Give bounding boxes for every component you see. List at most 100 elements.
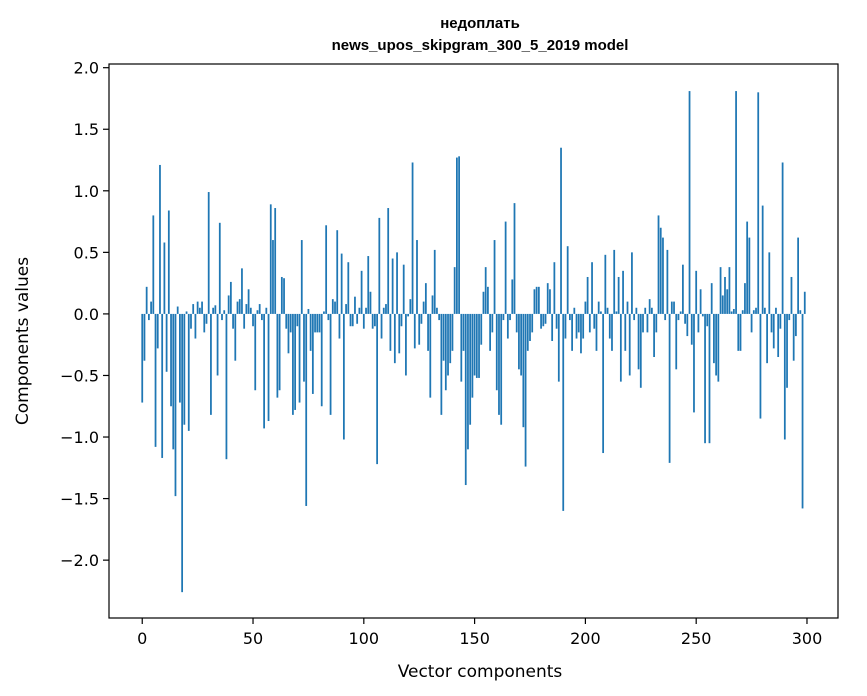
x-tick-label: 0 bbox=[137, 629, 147, 648]
bar bbox=[285, 313, 288, 329]
bar bbox=[221, 313, 223, 321]
bar bbox=[261, 313, 263, 321]
bar bbox=[256, 310, 259, 314]
bar bbox=[684, 313, 686, 324]
bar bbox=[318, 313, 321, 333]
bar bbox=[300, 240, 303, 314]
bar bbox=[504, 221, 507, 314]
bar bbox=[263, 313, 265, 429]
bar bbox=[797, 237, 799, 314]
x-tick-label: 100 bbox=[349, 629, 380, 648]
bar bbox=[398, 313, 401, 354]
bar bbox=[637, 313, 640, 370]
bar bbox=[591, 262, 593, 314]
bar bbox=[795, 313, 797, 337]
bars-group bbox=[141, 91, 806, 593]
bar bbox=[311, 313, 314, 394]
bar bbox=[287, 313, 290, 354]
bar bbox=[799, 310, 802, 314]
bar bbox=[393, 313, 396, 364]
bar bbox=[759, 313, 762, 419]
bar bbox=[316, 313, 319, 333]
bar bbox=[440, 313, 443, 415]
y-tick-label: 0.5 bbox=[74, 243, 99, 262]
bar bbox=[413, 313, 416, 349]
bar bbox=[562, 313, 565, 511]
bar bbox=[325, 225, 328, 314]
bar bbox=[449, 313, 452, 364]
bar bbox=[484, 267, 487, 314]
bar bbox=[573, 307, 576, 314]
bar bbox=[726, 289, 729, 314]
bar bbox=[380, 313, 383, 339]
x-axis-label: Vector components bbox=[398, 662, 563, 682]
bar bbox=[453, 267, 456, 314]
chart-subtitle: news_upos_skipgram_300_5_2019 model bbox=[332, 37, 629, 54]
bar bbox=[615, 311, 618, 314]
bar bbox=[369, 291, 372, 314]
bar bbox=[518, 313, 520, 370]
bar bbox=[777, 313, 780, 358]
bar bbox=[779, 313, 782, 329]
bar bbox=[389, 313, 392, 351]
bar bbox=[529, 313, 531, 341]
bar bbox=[482, 291, 485, 314]
bar bbox=[424, 283, 427, 314]
x-tick-label: 200 bbox=[570, 629, 601, 648]
bar bbox=[405, 313, 407, 376]
bar bbox=[252, 313, 254, 327]
bar bbox=[792, 313, 795, 361]
bar bbox=[746, 221, 749, 314]
bar bbox=[442, 313, 445, 361]
bar bbox=[462, 313, 465, 351]
bar bbox=[241, 268, 243, 314]
bar bbox=[732, 308, 735, 314]
y-tick-label: −2.0 bbox=[60, 551, 99, 570]
bar bbox=[400, 313, 403, 327]
y-tick-label: −1.5 bbox=[60, 490, 99, 509]
bar bbox=[349, 313, 352, 327]
bar bbox=[739, 313, 742, 351]
bar bbox=[331, 299, 334, 314]
bar bbox=[628, 313, 631, 376]
bar bbox=[172, 313, 175, 450]
y-tick-label: 1.0 bbox=[74, 182, 99, 201]
bar bbox=[307, 308, 310, 314]
bar bbox=[154, 313, 157, 447]
bar bbox=[595, 313, 598, 351]
bar bbox=[715, 313, 718, 376]
bar bbox=[411, 162, 414, 314]
x-tick-label: 250 bbox=[681, 629, 712, 648]
bar bbox=[161, 313, 164, 458]
bar bbox=[387, 208, 390, 314]
bar bbox=[491, 313, 494, 333]
bar bbox=[772, 313, 775, 349]
bar bbox=[165, 313, 168, 372]
bar bbox=[190, 313, 192, 329]
bar bbox=[571, 313, 573, 351]
bar bbox=[520, 313, 523, 376]
bar bbox=[564, 313, 567, 339]
bar bbox=[502, 313, 505, 321]
bar bbox=[721, 295, 724, 314]
bar bbox=[212, 307, 215, 314]
bar bbox=[478, 313, 480, 378]
bar bbox=[402, 264, 405, 314]
bar bbox=[303, 313, 305, 382]
bar bbox=[460, 313, 463, 382]
bar bbox=[719, 267, 722, 314]
bar bbox=[500, 313, 503, 425]
bar bbox=[544, 313, 547, 324]
bar bbox=[575, 313, 578, 339]
bar bbox=[283, 278, 285, 314]
bar bbox=[245, 304, 248, 314]
bar bbox=[604, 254, 607, 314]
bar bbox=[673, 301, 675, 314]
bar bbox=[314, 313, 316, 333]
bar bbox=[639, 313, 642, 388]
bar bbox=[280, 276, 283, 314]
bar bbox=[586, 276, 589, 314]
bar bbox=[657, 215, 660, 314]
bar bbox=[489, 313, 491, 351]
